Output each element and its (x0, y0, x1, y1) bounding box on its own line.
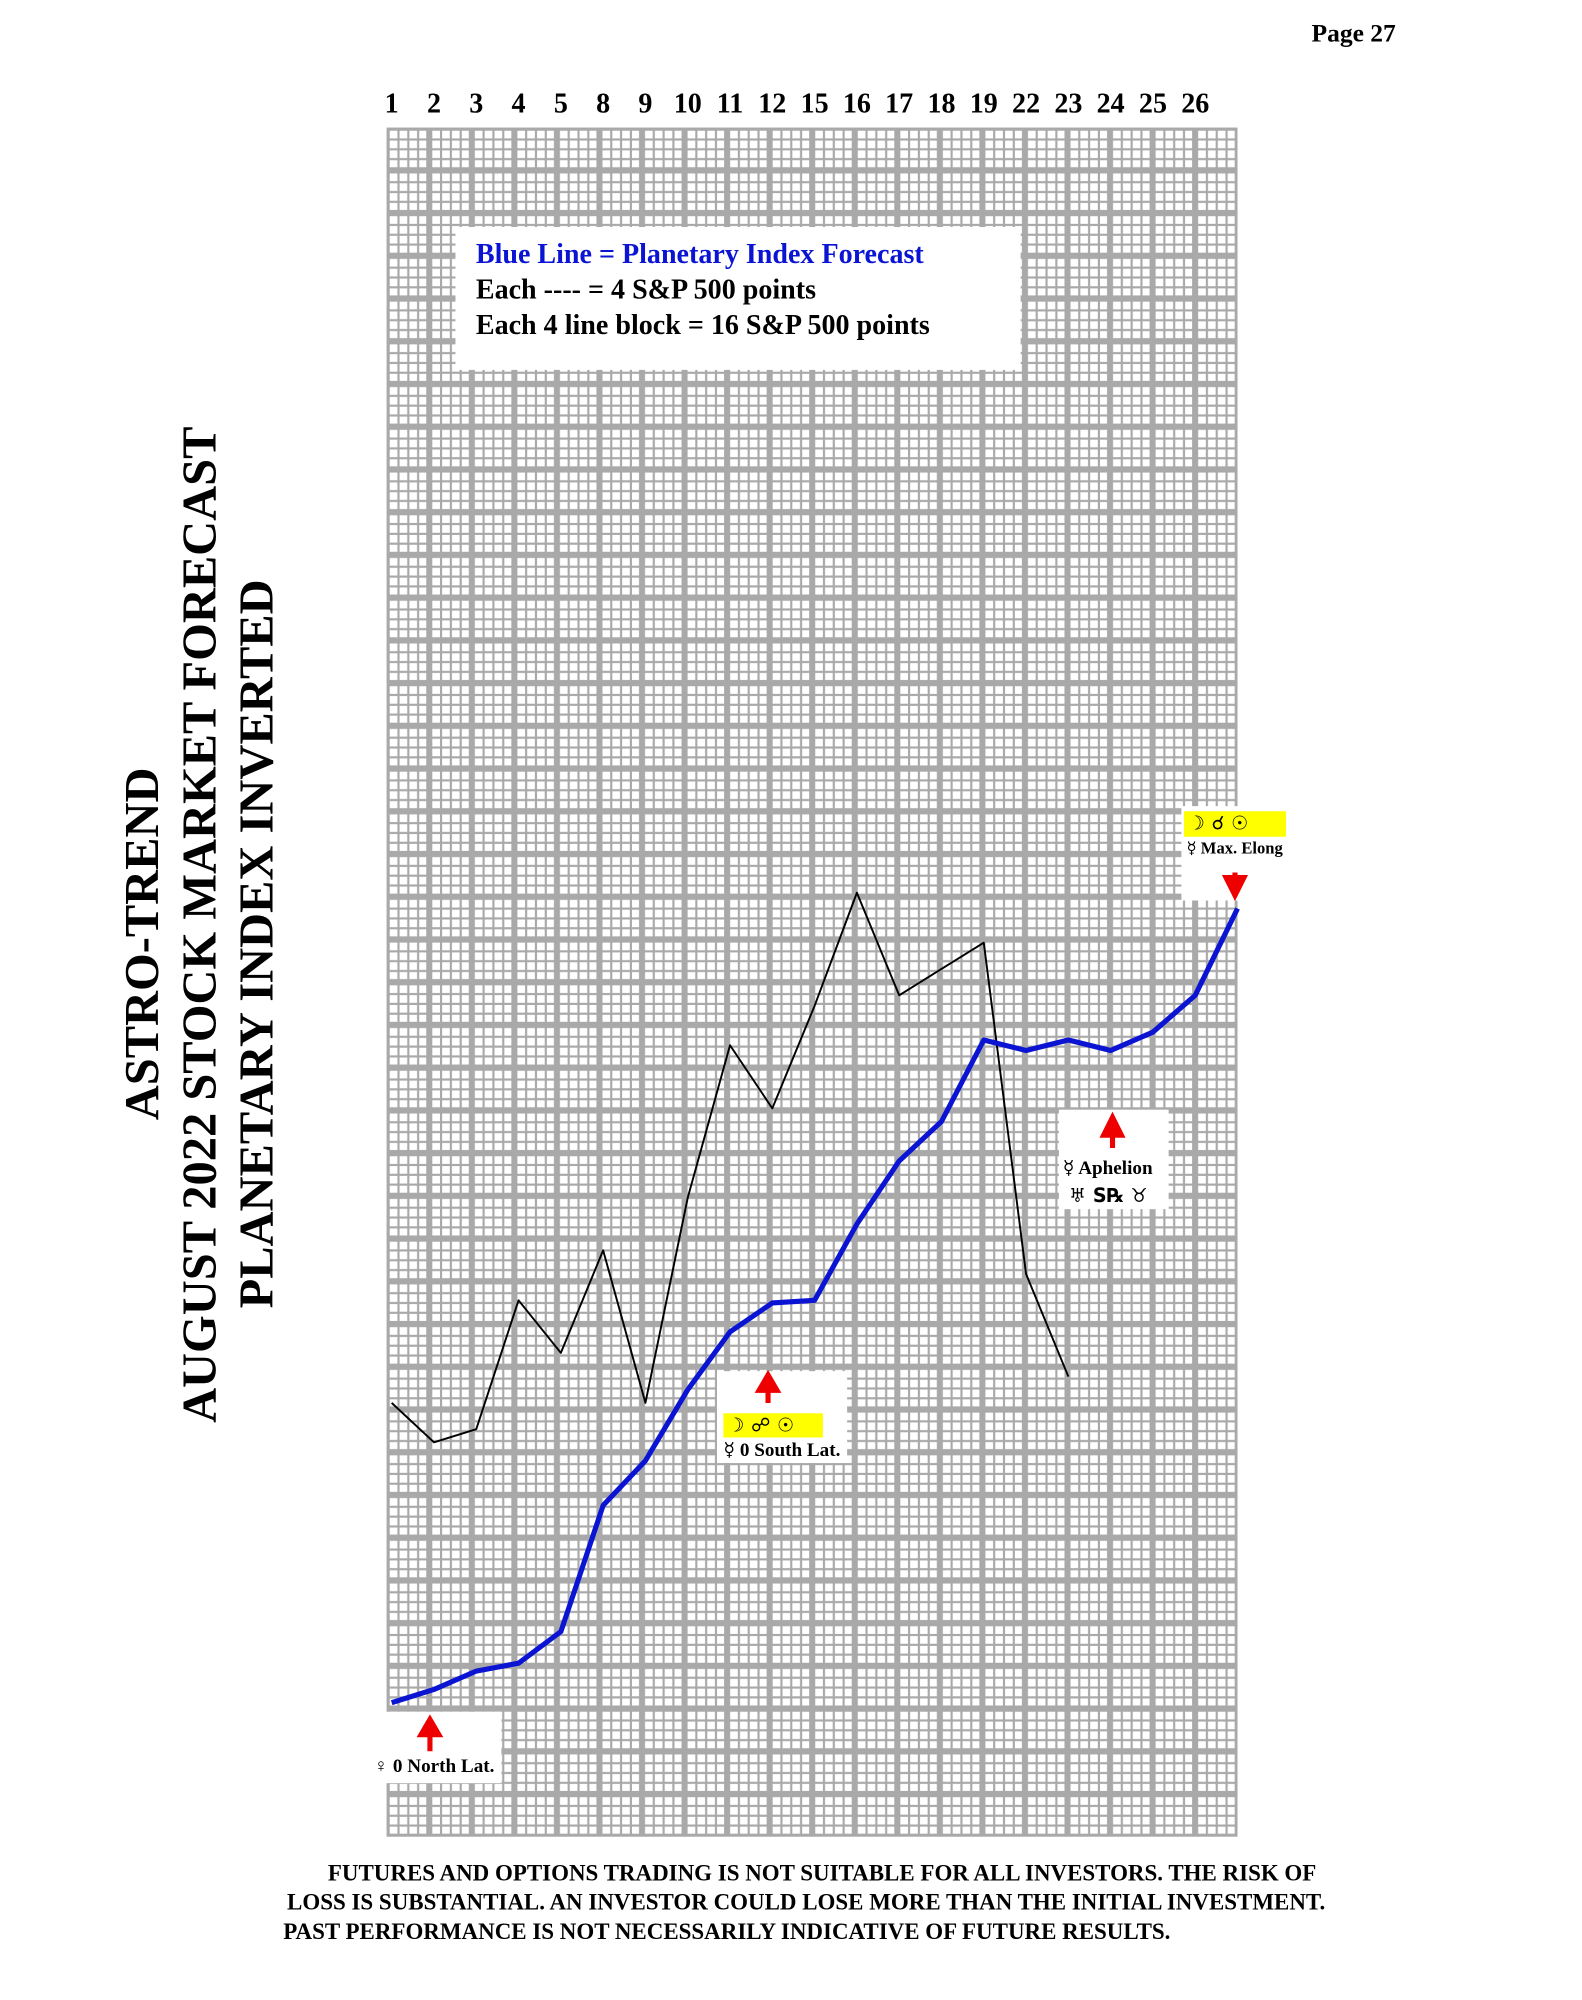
annotation-symbols: ☽ ☌ ☉ (1188, 811, 1248, 834)
x-tick-label: 3 (469, 88, 483, 119)
x-tick-label: 11 (717, 88, 744, 119)
x-tick-label: 1 (385, 88, 399, 119)
x-tick-label: 10 (674, 88, 702, 119)
clip: ☿ Max. Elong (1187, 838, 1284, 857)
annotation: ♀ 0 North Lat. (374, 1756, 495, 1777)
arrow (754, 1369, 782, 1404)
x-tick-label: 17 (885, 88, 913, 119)
x-tick-label: 22 (1012, 88, 1040, 119)
x-tick-label: 12 (758, 88, 786, 119)
disclaimer-line: PAST PERFORMANCE IS NOT NECESSARILY INDI… (283, 1919, 1170, 1944)
x-tick-label: 4 (512, 88, 526, 119)
legend-entry: Blue Line = Planetary Index Forecast (476, 239, 925, 270)
x-tick-label: 23 (1054, 88, 1082, 119)
title-line: PLANETARY INDEX INVERTED (231, 579, 284, 1308)
annotation-symbols: ♅ S℞ ♉ (1069, 1184, 1148, 1207)
x-tick-label: 25 (1139, 88, 1167, 119)
note: Each 4 line block = 16 S&P 500 points (476, 310, 930, 341)
highlight (1183, 811, 1287, 837)
plot (390, 891, 1240, 1706)
x-tick-label: 16 (843, 88, 871, 119)
page-number: Page 27 (1312, 19, 1397, 48)
arrow (416, 1714, 444, 1752)
legend-box (455, 227, 1021, 370)
x-tick-label: 24 (1097, 88, 1125, 119)
note: Each ---- = 4 S&P 500 points (476, 275, 816, 306)
disclaimer-line: FUTURES AND OPTIONS TRADING IS NOT SUITA… (328, 1860, 1316, 1885)
x-tick-label: 5 (554, 88, 568, 119)
x-tick-label: 19 (970, 88, 998, 119)
title-line: ASTRO-TREND (116, 767, 169, 1120)
x-tick-label: 2 (427, 88, 441, 119)
arrow (1221, 872, 1249, 902)
x-tick-label: 26 (1181, 88, 1209, 119)
x-tick-label: 15 (801, 88, 829, 119)
x-tick-label: 18 (927, 88, 955, 119)
disclaimer-line: LOSS IS SUBSTANTIAL. AN INVESTOR COULD L… (287, 1890, 1325, 1915)
x-tick-label: 8 (596, 88, 610, 119)
price-line (391, 891, 1070, 1444)
annotation: ☿ 0 South Lat. (723, 1440, 840, 1461)
forecast-line (390, 907, 1240, 1706)
annotation: ☿ Aphelion (1063, 1158, 1153, 1179)
highlight (723, 1413, 823, 1438)
title-line: AUGUST 2022 STOCK MARKET FORECAST (173, 427, 226, 1423)
x-tick-label: 9 (638, 88, 652, 119)
annotation-symbols: ☽ ☍ ☉ (727, 1414, 794, 1437)
grid (386, 127, 1238, 1837)
annotation: ☿ Max. Elong (1187, 838, 1284, 857)
arrow (1099, 1111, 1126, 1148)
title: ASTRO-TREND AUGUST 2022 STOCK MARKET FOR… (116, 427, 284, 1423)
